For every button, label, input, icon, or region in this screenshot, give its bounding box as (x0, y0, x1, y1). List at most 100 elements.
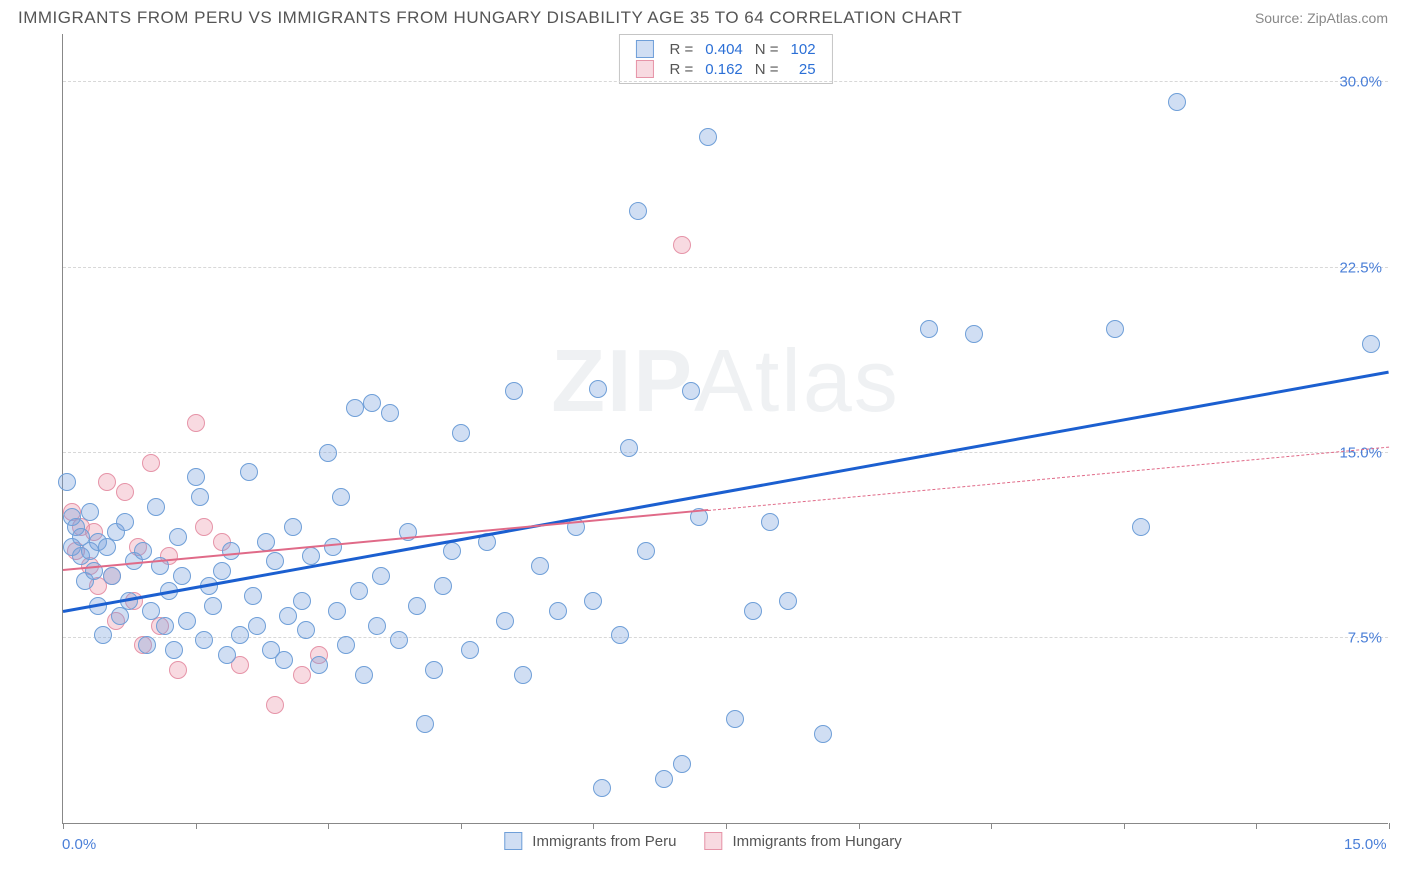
legend-row-hungary: R = 0.162 N = 25 (629, 59, 821, 79)
data-point-peru (297, 621, 315, 639)
data-point-hungary (266, 696, 284, 714)
n-value-hungary: 25 (785, 59, 822, 79)
data-point-hungary (116, 483, 134, 501)
data-point-peru (549, 602, 567, 620)
x-tick (859, 823, 860, 829)
data-point-peru (368, 617, 386, 635)
r-value-peru: 0.404 (699, 39, 749, 59)
data-point-peru (279, 607, 297, 625)
swatch-peru (635, 40, 653, 58)
data-point-peru (381, 404, 399, 422)
data-point-peru (390, 631, 408, 649)
data-point-peru (134, 542, 152, 560)
data-point-peru (593, 779, 611, 797)
data-point-peru (372, 567, 390, 585)
data-point-peru (363, 394, 381, 412)
data-point-peru (116, 513, 134, 531)
correlation-legend: R = 0.404 N = 102 R = 0.162 N = 25 (618, 34, 832, 84)
data-point-peru (965, 325, 983, 343)
data-point-hungary (195, 518, 213, 536)
data-point-peru (218, 646, 236, 664)
y-tick-label: 22.5% (1339, 259, 1382, 276)
data-point-peru (222, 542, 240, 560)
data-point-peru (231, 626, 249, 644)
series-legend: Immigrants from Peru Immigrants from Hung… (504, 832, 901, 850)
x-tick (1124, 823, 1125, 829)
data-point-peru (434, 577, 452, 595)
trendline-hungary (63, 509, 709, 571)
x-label-left: 0.0% (62, 836, 96, 853)
chart-title: IMMIGRANTS FROM PERU VS IMMIGRANTS FROM … (18, 8, 962, 28)
data-point-peru (275, 651, 293, 669)
legend-label: Immigrants from Hungary (732, 833, 901, 850)
data-point-peru (443, 542, 461, 560)
x-tick (1389, 823, 1390, 829)
data-point-peru (350, 582, 368, 600)
data-point-peru (81, 503, 99, 521)
data-point-peru (147, 498, 165, 516)
y-tick-label: 30.0% (1339, 74, 1382, 91)
x-label-right: 15.0% (1344, 836, 1387, 853)
legend-swatch (504, 832, 522, 850)
chart-source: Source: ZipAtlas.com (1255, 10, 1388, 26)
data-point-peru (408, 597, 426, 615)
data-point-hungary (98, 473, 116, 491)
data-point-peru (240, 463, 258, 481)
data-point-peru (103, 567, 121, 585)
chart-header: IMMIGRANTS FROM PERU VS IMMIGRANTS FROM … (0, 0, 1406, 32)
x-tick (328, 823, 329, 829)
chart-container: Disability Age 35 to 64 ZIPAtlas R = 0.4… (18, 34, 1388, 864)
data-point-peru (682, 382, 700, 400)
x-tick (593, 823, 594, 829)
data-point-peru (213, 562, 231, 580)
data-point-peru (173, 567, 191, 585)
x-tick (196, 823, 197, 829)
data-point-peru (332, 488, 350, 506)
data-point-peru (310, 656, 328, 674)
data-point-peru (156, 617, 174, 635)
data-point-peru (611, 626, 629, 644)
data-point-peru (655, 770, 673, 788)
data-point-peru (416, 715, 434, 733)
trendline-hungary-extrapolated (708, 447, 1389, 511)
data-point-peru (266, 552, 284, 570)
gridline (63, 267, 1388, 268)
gridline (63, 452, 1388, 453)
data-point-peru (761, 513, 779, 531)
data-point-peru (452, 424, 470, 442)
data-point-peru (1106, 320, 1124, 338)
data-point-peru (302, 547, 320, 565)
x-tick (726, 823, 727, 829)
legend-swatch (704, 832, 722, 850)
data-point-peru (637, 542, 655, 560)
y-tick-label: 7.5% (1348, 629, 1382, 646)
data-point-peru (461, 641, 479, 659)
data-point-peru (58, 473, 76, 491)
data-point-peru (355, 666, 373, 684)
swatch-hungary (635, 60, 653, 78)
data-point-peru (584, 592, 602, 610)
data-point-peru (284, 518, 302, 536)
data-point-peru (1362, 335, 1380, 353)
data-point-peru (496, 612, 514, 630)
x-tick (991, 823, 992, 829)
data-point-peru (191, 488, 209, 506)
data-point-peru (142, 602, 160, 620)
n-value-peru: 102 (785, 39, 822, 59)
data-point-hungary (293, 666, 311, 684)
data-point-peru (744, 602, 762, 620)
data-point-peru (244, 587, 262, 605)
data-point-hungary (673, 236, 691, 254)
data-point-peru (204, 597, 222, 615)
data-point-peru (699, 128, 717, 146)
data-point-peru (425, 661, 443, 679)
data-point-peru (257, 533, 275, 551)
data-point-peru (620, 439, 638, 457)
legend-item: Immigrants from Peru (504, 832, 676, 850)
legend-item: Immigrants from Hungary (704, 832, 901, 850)
data-point-peru (779, 592, 797, 610)
gridline (63, 637, 1388, 638)
data-point-peru (346, 399, 364, 417)
scatter-plot: ZIPAtlas R = 0.404 N = 102 R = 0.162 N =… (62, 34, 1388, 824)
data-point-peru (1132, 518, 1150, 536)
